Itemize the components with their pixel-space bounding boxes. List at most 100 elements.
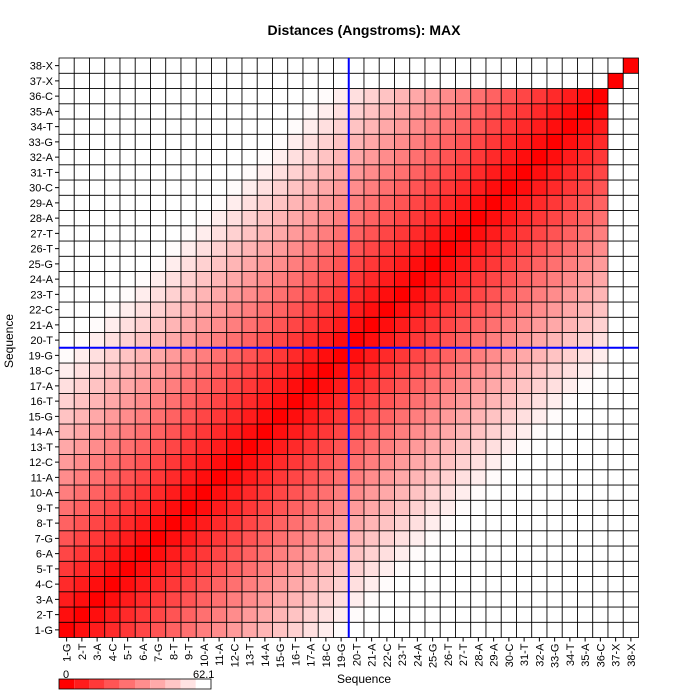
heatmap-cell [363, 377, 380, 394]
heatmap-cell [577, 72, 594, 89]
heatmap-cell [592, 149, 609, 166]
heatmap-cell [470, 88, 487, 105]
heatmap-cell [409, 88, 426, 105]
heatmap-cell [256, 210, 273, 227]
heatmap-cell [333, 621, 350, 638]
heatmap-cell [73, 377, 90, 394]
heatmap-cell [256, 332, 273, 349]
heatmap-cell [577, 286, 594, 303]
heatmap-cell [363, 347, 380, 364]
heatmap-cell [89, 301, 106, 318]
heatmap-cell [226, 103, 243, 120]
heatmap-cell [272, 484, 289, 501]
heatmap-cell [287, 438, 304, 455]
heatmap-cell [317, 210, 334, 227]
heatmap-cell [439, 591, 456, 608]
heatmap-cell [211, 240, 228, 257]
heatmap-cell [592, 560, 609, 577]
heatmap-cell [165, 499, 182, 516]
heatmap-cell [439, 133, 456, 150]
heatmap-cell [226, 530, 243, 547]
heatmap-cell [211, 560, 228, 577]
heatmap-cell [73, 57, 90, 74]
heatmap-cell [378, 72, 395, 89]
legend-swatch [89, 679, 105, 689]
heatmap-cell [333, 133, 350, 150]
heatmap-cell [424, 377, 441, 394]
heatmap-cell [272, 423, 289, 440]
heatmap-cell [211, 179, 228, 196]
heatmap-cell [89, 423, 106, 440]
heatmap-cell [622, 499, 639, 516]
x-tick-label: 18-C [321, 643, 333, 667]
heatmap-cell [516, 484, 533, 501]
legend-swatch [195, 679, 211, 689]
heatmap-cell [546, 591, 563, 608]
heatmap-cell [317, 133, 334, 150]
heatmap-cell [378, 438, 395, 455]
heatmap-cell [317, 240, 334, 257]
heatmap-cell [424, 316, 441, 333]
heatmap-cell [531, 57, 548, 74]
heatmap-cell [89, 316, 106, 333]
heatmap-cell [348, 499, 365, 516]
heatmap-cell [592, 118, 609, 135]
heatmap-cell [394, 332, 411, 349]
heatmap-cell [546, 118, 563, 135]
heatmap-cell [256, 316, 273, 333]
heatmap-cell [287, 57, 304, 74]
heatmap-cell [226, 591, 243, 608]
heatmap-cell [104, 576, 121, 593]
heatmap-cell [516, 240, 533, 257]
heatmap-cell [73, 530, 90, 547]
y-tick-label: 20-T [30, 335, 53, 347]
heatmap-cell [516, 118, 533, 135]
heatmap-cell [470, 530, 487, 547]
heatmap-cell [546, 408, 563, 425]
heatmap-cell [302, 286, 319, 303]
heatmap-cell [500, 133, 517, 150]
heatmap-cell [302, 499, 319, 516]
heatmap-cell [592, 606, 609, 623]
heatmap-cell [89, 484, 106, 501]
heatmap-cell [89, 515, 106, 532]
heatmap-cell [622, 118, 639, 135]
heatmap-cell [470, 606, 487, 623]
heatmap-cell [531, 606, 548, 623]
heatmap-cell [561, 118, 578, 135]
heatmap-cell [272, 347, 289, 364]
heatmap-cell [500, 88, 517, 105]
heatmap-cell [500, 118, 517, 135]
heatmap-cell [348, 271, 365, 288]
heatmap-cell [455, 515, 472, 532]
heatmap-cell [73, 362, 90, 379]
heatmap-cell [317, 72, 334, 89]
heatmap-cell [119, 332, 136, 349]
heatmap-cell [180, 225, 197, 242]
heatmap-cell [104, 286, 121, 303]
heatmap-cell [378, 103, 395, 120]
heatmap-cell [348, 301, 365, 318]
heatmap-cell [424, 133, 441, 150]
heatmap-cell [577, 179, 594, 196]
heatmap-cell [195, 255, 212, 272]
heatmap-cell [363, 484, 380, 501]
heatmap-cell [348, 515, 365, 532]
heatmap-cell [58, 545, 75, 562]
heatmap-cell [134, 469, 151, 486]
heatmap-cell [531, 591, 548, 608]
heatmap-cell [272, 103, 289, 120]
heatmap-cell [592, 286, 609, 303]
heatmap-cell [394, 57, 411, 74]
heatmap-cell [134, 164, 151, 181]
heatmap-cell [226, 286, 243, 303]
heatmap-cell [348, 530, 365, 547]
heatmap-cell [531, 301, 548, 318]
heatmap-cell [287, 469, 304, 486]
heatmap-cell [211, 149, 228, 166]
heatmap-cell [333, 316, 350, 333]
heatmap-cell [500, 469, 517, 486]
heatmap-cell [409, 469, 426, 486]
heatmap-cell [622, 164, 639, 181]
heatmap-cell [516, 591, 533, 608]
